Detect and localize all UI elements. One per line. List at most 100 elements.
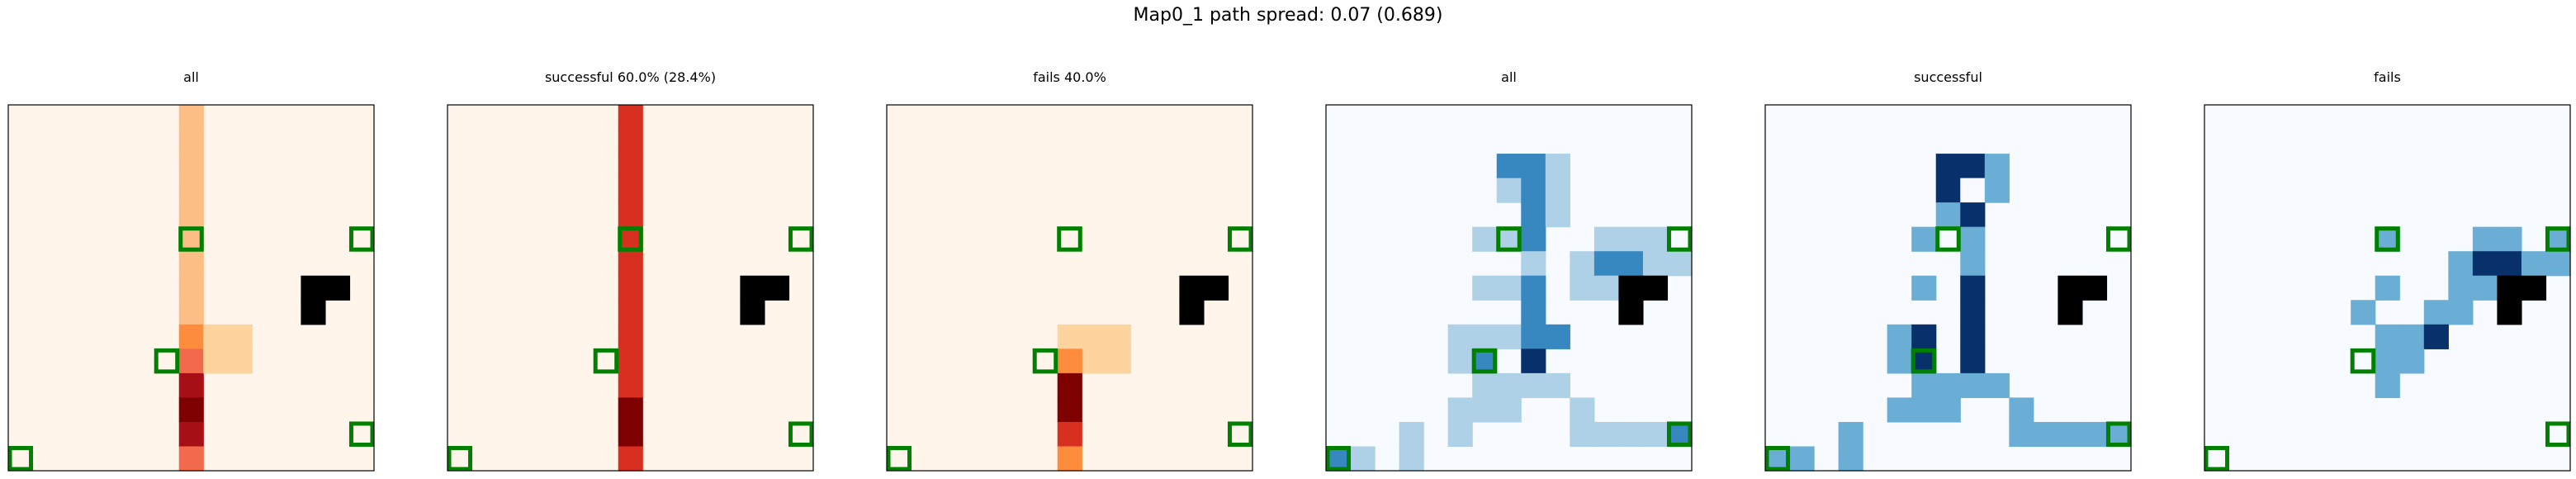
- heatmap-cell: [618, 372, 643, 398]
- heatmap-cell: [618, 421, 643, 448]
- goal-marker: [1471, 348, 1498, 374]
- heatmap-cell: [1960, 349, 1986, 374]
- goal-marker: [154, 348, 180, 374]
- heatmap-cell: [1521, 226, 1546, 252]
- heatmap-cell: [1472, 372, 1498, 398]
- heatmap-cell: [1593, 226, 1619, 252]
- heatmap-cell: [618, 275, 643, 301]
- panel-title: successful: [1914, 69, 1982, 85]
- obstacle-cell: [1203, 275, 1229, 301]
- obstacle-cell: [2057, 300, 2083, 325]
- heatmap-cell: [1521, 324, 1546, 349]
- obstacle-cell: [2057, 275, 2083, 301]
- heatmap-cell: [2375, 324, 2400, 349]
- heatmap-cell: [227, 324, 253, 349]
- heatmap-cell: [1960, 178, 1986, 203]
- goal-marker: [2105, 226, 2132, 252]
- heatmap-cell: [1399, 446, 1424, 472]
- heatmap-cell: [1789, 446, 1815, 472]
- heatmap-cell: [2423, 324, 2449, 349]
- heatmap-cell: [618, 105, 643, 130]
- heatmap-cell: [1935, 372, 1961, 398]
- heatmap-cell: [1960, 300, 1986, 325]
- heatmap-cell: [618, 202, 643, 228]
- heatmap-cell: [1496, 154, 1522, 179]
- heatmap-cell: [1935, 178, 1961, 203]
- goal-marker: [1764, 445, 1791, 472]
- heatmap-cell: [1911, 324, 1937, 349]
- heatmap-cell: [1496, 324, 1522, 349]
- obstacle-cell: [2497, 275, 2522, 301]
- heatmap-cell: [1545, 324, 1570, 349]
- heatmap-cell: [1887, 397, 1912, 423]
- heatmap-cell: [178, 105, 204, 130]
- heatmap-cell: [2497, 251, 2522, 277]
- heatmap-cell: [2448, 275, 2474, 301]
- heatmap-cell: [1545, 154, 1570, 179]
- goal-marker: [1032, 348, 1058, 374]
- heatmap-cell: [203, 324, 229, 349]
- goal-marker: [348, 421, 375, 447]
- goal-marker: [1227, 226, 1253, 252]
- heatmap-cell: [1521, 349, 1546, 374]
- heatmap-cell: [1545, 202, 1570, 228]
- heatmap-cell: [178, 154, 204, 179]
- heatmap-cell: [1960, 202, 1986, 228]
- heatmap-cell: [1887, 349, 1912, 374]
- obstacle-cell: [764, 275, 790, 301]
- goal-marker: [886, 445, 912, 472]
- heatmap-cell: [2399, 349, 2425, 374]
- goal-marker: [1935, 226, 1961, 252]
- heatmap-cell: [2081, 421, 2108, 448]
- heatmap-cell: [1496, 178, 1522, 203]
- heatmap-cell: [1935, 202, 1961, 228]
- heatmap-cell: [178, 251, 204, 277]
- panel-frame: [447, 104, 814, 472]
- heatmap-cell: [2375, 275, 2400, 301]
- heatmap-cell: [1570, 421, 1595, 448]
- goal-marker: [1325, 445, 1352, 472]
- heatmap-cell: [2472, 226, 2498, 252]
- heatmap-panel-5: successful: [1764, 69, 2132, 472]
- goal-marker: [1666, 421, 1693, 447]
- panel-frame: [1764, 104, 2132, 472]
- heatmap-cell: [1082, 349, 1107, 374]
- heatmap-cell: [618, 446, 643, 472]
- heatmap-cell: [1447, 349, 1473, 374]
- panel-title: fails 40.0%: [1033, 69, 1106, 85]
- obstacle-cell: [1179, 300, 1205, 325]
- heatmap-cell: [1984, 154, 2010, 179]
- obstacle-cell: [324, 275, 351, 301]
- heatmap-cell: [618, 397, 643, 423]
- heatmap-cell: [1472, 397, 1498, 423]
- heatmap-cell: [1570, 397, 1595, 423]
- obstacle-cell: [1642, 275, 1669, 301]
- heatmap-cell: [1350, 446, 1376, 472]
- heatmap-cell: [178, 275, 204, 301]
- heatmap-cell: [2033, 421, 2058, 448]
- panel-title: successful 60.0% (28.4%): [545, 69, 716, 85]
- heatmap-cell: [1082, 324, 1107, 349]
- obstacle-cell: [2081, 275, 2108, 301]
- goal-marker: [788, 421, 814, 447]
- obstacle-cell: [740, 275, 765, 301]
- heatmap-cell: [1911, 275, 1937, 301]
- heatmap-cell: [1472, 275, 1498, 301]
- heatmap-cell: [618, 324, 643, 349]
- goal-marker: [348, 226, 375, 252]
- heatmap-cell: [1887, 324, 1912, 349]
- heatmap-cell: [1960, 226, 1986, 252]
- goal-marker: [2545, 421, 2571, 447]
- heatmap-panel-3: fails 40.0%: [886, 69, 1253, 472]
- heatmap-cell: [1106, 349, 1131, 374]
- heatmap-cell: [2057, 421, 2083, 448]
- panel-frame: [2204, 104, 2571, 472]
- heatmap-cell: [2545, 251, 2571, 277]
- heatmap-cell: [1618, 251, 1644, 277]
- heatmap-cell: [1935, 397, 1961, 423]
- obstacle-cell: [2521, 275, 2547, 301]
- heatmap-cell: [1057, 421, 1082, 448]
- heatmap-cell: [1911, 397, 1937, 423]
- heatmap-cell: [178, 324, 204, 349]
